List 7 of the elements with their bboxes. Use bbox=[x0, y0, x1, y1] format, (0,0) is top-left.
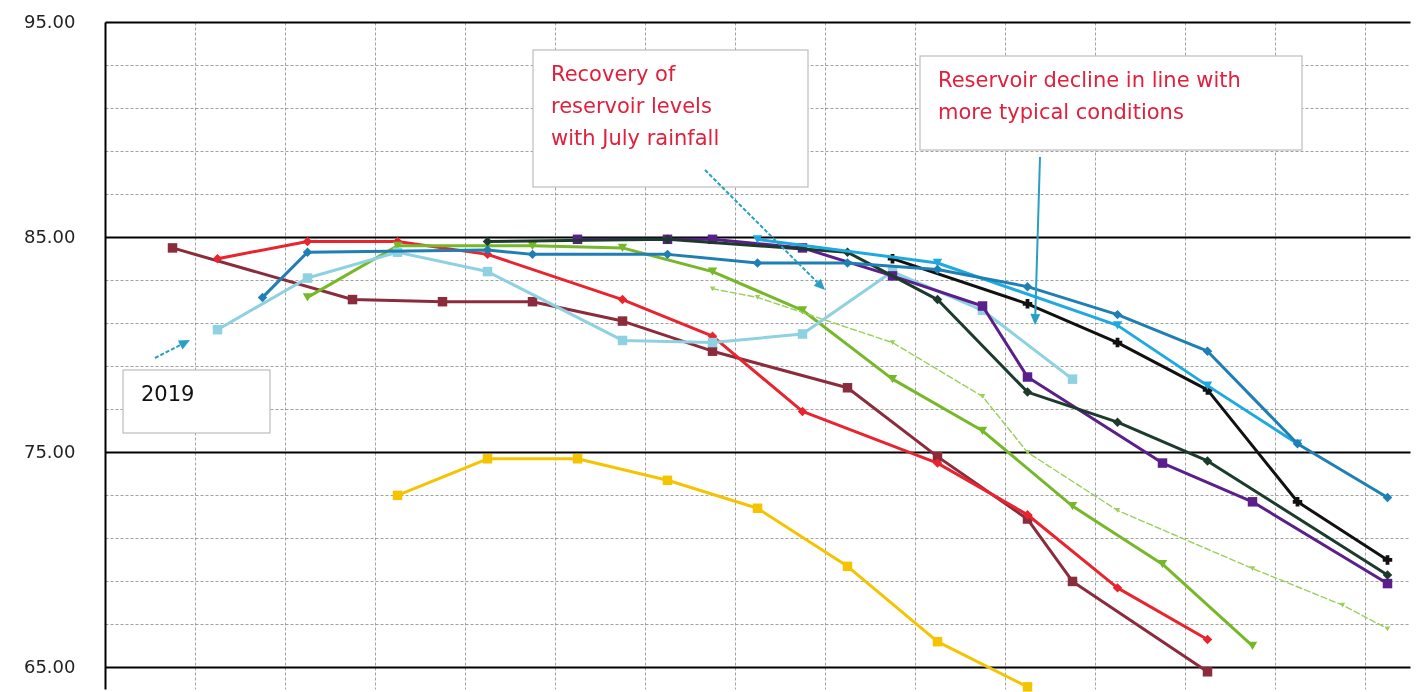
y-tick-label: 85.00 bbox=[23, 225, 76, 247]
y-tick-label: 95.00 bbox=[23, 10, 76, 32]
annotation: Recovery of reservoir levels with July rainfall bbox=[551, 62, 720, 150]
annotation: 2019 bbox=[141, 382, 195, 406]
y-tick-label: 75.00 bbox=[23, 440, 76, 462]
annotation: Reservoir decline in line with more typical conditions bbox=[938, 68, 1241, 124]
y-tick-label: 65.00 bbox=[23, 655, 76, 677]
